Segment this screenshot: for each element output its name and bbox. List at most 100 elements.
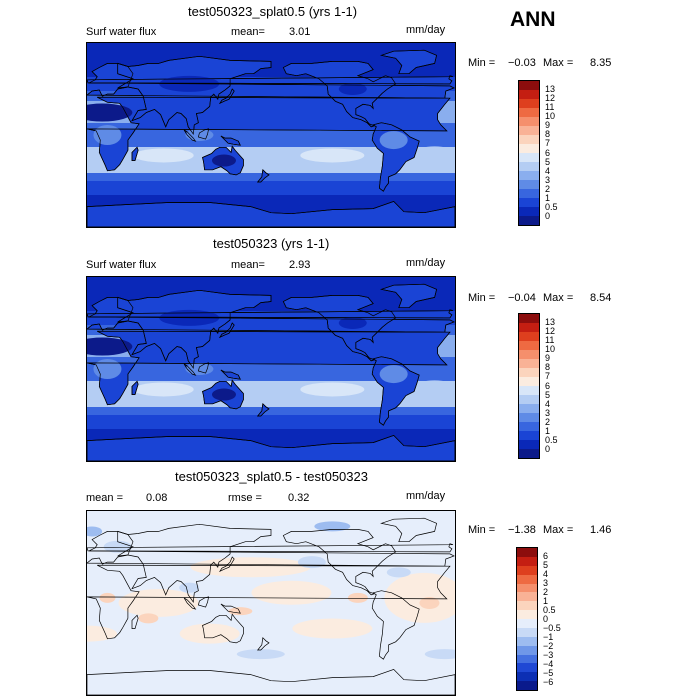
land-newguinea — [220, 369, 241, 380]
colorbar-tick-label: −0.5 — [543, 622, 561, 633]
colorbar-tick-label: 8 — [545, 129, 551, 140]
colorbar-tick-label: 4 — [545, 165, 551, 176]
colorbar-swatch — [519, 198, 539, 207]
colorbar-tick-label: −6 — [543, 676, 554, 687]
land-antarctica — [87, 434, 455, 461]
colorbar-tick-label: 3 — [545, 174, 551, 185]
colorbar-tick-label: 5 — [543, 559, 549, 570]
units-label: mm/day — [406, 257, 446, 269]
land-asia — [117, 289, 272, 369]
field-satlantic — [414, 146, 455, 161]
colorbar-tick-label: 10 — [545, 111, 556, 121]
land-samerica — [371, 356, 420, 426]
colorbar-tick-label: 6 — [545, 380, 551, 391]
colorbar-tick-label: 4 — [543, 568, 549, 579]
units-label: mm/day — [406, 490, 446, 502]
colorbar-tick-label: 4 — [545, 398, 551, 409]
land-australia — [202, 145, 244, 176]
colorbar-swatch — [519, 99, 539, 108]
colorbar-swatch — [517, 627, 537, 637]
colorbar-tick-label: 1 — [545, 193, 551, 204]
land-madagascar — [131, 614, 139, 629]
diff-patch — [314, 521, 351, 532]
colorbar-tick-label: 0 — [543, 613, 549, 624]
land-madagascar — [131, 380, 139, 395]
land-outback — [211, 388, 236, 401]
colorbar-swatch — [519, 332, 539, 341]
diff-patch — [138, 613, 159, 624]
mean-value: 0.08 — [146, 492, 168, 504]
colorbar-tick-label: 0 — [545, 211, 551, 222]
land-japan — [218, 322, 235, 339]
diff-patch — [179, 623, 240, 644]
colorbar-swatch — [517, 592, 537, 602]
land-borneo — [197, 596, 210, 608]
rmse-label: rmse = — [228, 492, 262, 504]
colorbar-swatch — [517, 654, 537, 664]
colorbar-tick-label: 5 — [545, 156, 551, 167]
field-indian — [133, 148, 194, 163]
diff-patch — [251, 580, 332, 605]
colorbar-swatch — [519, 153, 539, 162]
land-borneo — [197, 362, 210, 374]
colorbar-swatch — [519, 449, 539, 458]
panel-title: test050323 (yrs 1-1) — [213, 236, 330, 251]
colorbar-model — [518, 80, 540, 226]
land-sahara — [87, 103, 133, 122]
map-model — [86, 42, 456, 228]
diff-patch — [347, 592, 368, 603]
colorbar-swatch — [517, 548, 537, 557]
diff-patch — [87, 526, 103, 537]
colorbar-swatch — [517, 610, 537, 619]
land-plains — [338, 83, 367, 95]
colorbar-swatch — [519, 440, 539, 449]
land-namerica — [282, 295, 397, 362]
colorbar-tick-label: −1 — [543, 631, 554, 642]
land-plains — [338, 317, 367, 329]
colorbar-swatch — [517, 565, 537, 575]
land-uk — [87, 543, 454, 553]
season-label: ANN — [510, 8, 556, 31]
panel-title: test050323_splat0.5 (yrs 1-1) — [188, 4, 358, 19]
colorbar-swatch — [517, 619, 537, 628]
min-value: −0.04 — [508, 292, 536, 304]
diff-patch — [118, 589, 199, 617]
colorbar-swatch — [519, 180, 539, 189]
colorbar-swatch — [519, 135, 539, 144]
land-japan — [218, 88, 235, 105]
colorbar-swatch — [519, 359, 539, 368]
field-sepacific — [300, 382, 365, 397]
land-sumatra — [183, 597, 197, 610]
colorbar-tick-label: 1 — [545, 426, 551, 437]
diff-patch — [386, 567, 411, 578]
colorbar-tick-label: 11 — [545, 101, 555, 112]
colorbar-tick-label: −3 — [543, 649, 554, 660]
field-sepacific — [300, 148, 365, 163]
colorbar-tick-label: 5 — [545, 389, 551, 400]
land-namerica — [282, 529, 397, 596]
colorbar-tick-label: 6 — [543, 550, 549, 561]
diff-patch — [419, 597, 440, 609]
land-maritime — [185, 363, 214, 375]
colorbar-tick-label: 9 — [545, 353, 551, 364]
land-asia — [117, 523, 272, 603]
colorbar-swatch — [519, 144, 539, 153]
colorbar-tick-label: 2 — [543, 586, 549, 597]
mean-value: 3.01 — [289, 26, 311, 38]
colorbar-swatch — [517, 672, 537, 682]
diff-patch — [297, 556, 326, 569]
colorbar-swatch — [519, 395, 539, 404]
colorbar-swatch — [517, 663, 537, 673]
mean-label: mean= — [231, 259, 265, 271]
colorbar-control — [518, 313, 540, 459]
diff-patch — [236, 649, 285, 660]
land-japan — [218, 556, 235, 573]
colorbar-tick-label: 7 — [545, 138, 551, 149]
panel-title: test050323_splat0.5 - test050323 — [175, 469, 368, 484]
colorbar-tick-label: 0.5 — [543, 604, 556, 615]
colorbar-swatch — [519, 314, 539, 323]
colorbar-tick-label: 13 — [545, 83, 556, 94]
colorbar-swatch — [519, 341, 539, 350]
colorbar-tick-label: 3 — [543, 577, 549, 588]
colorbar-swatch — [517, 645, 537, 655]
